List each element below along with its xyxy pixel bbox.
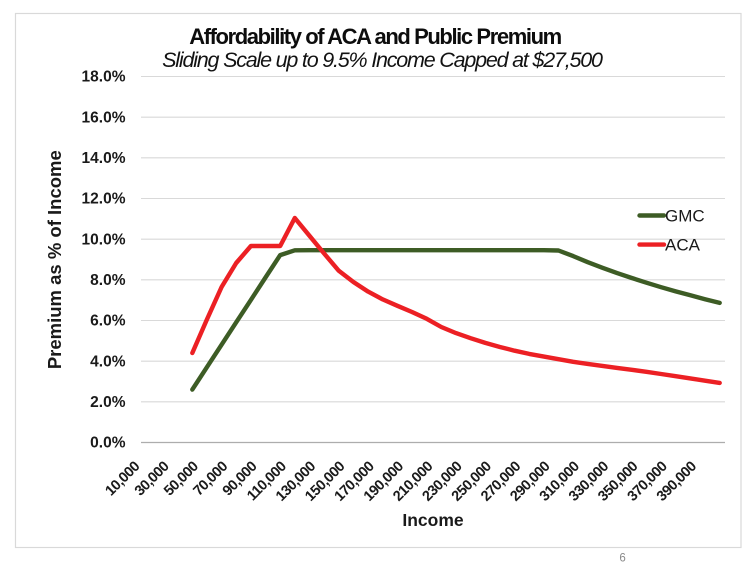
svg-text:6: 6 [619,553,625,565]
svg-text:ACA: ACA [665,236,701,255]
svg-text:10.0%: 10.0% [82,231,126,248]
svg-text:4.0%: 4.0% [90,353,126,370]
svg-text:14.0%: 14.0% [82,150,126,167]
svg-text:16.0%: 16.0% [82,109,126,126]
svg-text:Income: Income [402,510,464,530]
svg-text:0.0%: 0.0% [90,435,126,452]
svg-text:6.0%: 6.0% [90,313,126,330]
svg-text:12.0%: 12.0% [82,191,126,208]
svg-text:2.0%: 2.0% [90,394,126,411]
svg-text:18.0%: 18.0% [82,69,126,86]
svg-text:Premium as % of Income: Premium as % of Income [44,150,65,369]
svg-text:8.0%: 8.0% [90,272,126,289]
svg-text:Affordability of ACA and Publi: Affordability of ACA and Public Premium [189,24,561,49]
svg-text:GMC: GMC [665,207,705,226]
svg-text:Sliding Scale up to 9.5% Incom: Sliding Scale up to 9.5% Income Capped a… [162,48,603,72]
